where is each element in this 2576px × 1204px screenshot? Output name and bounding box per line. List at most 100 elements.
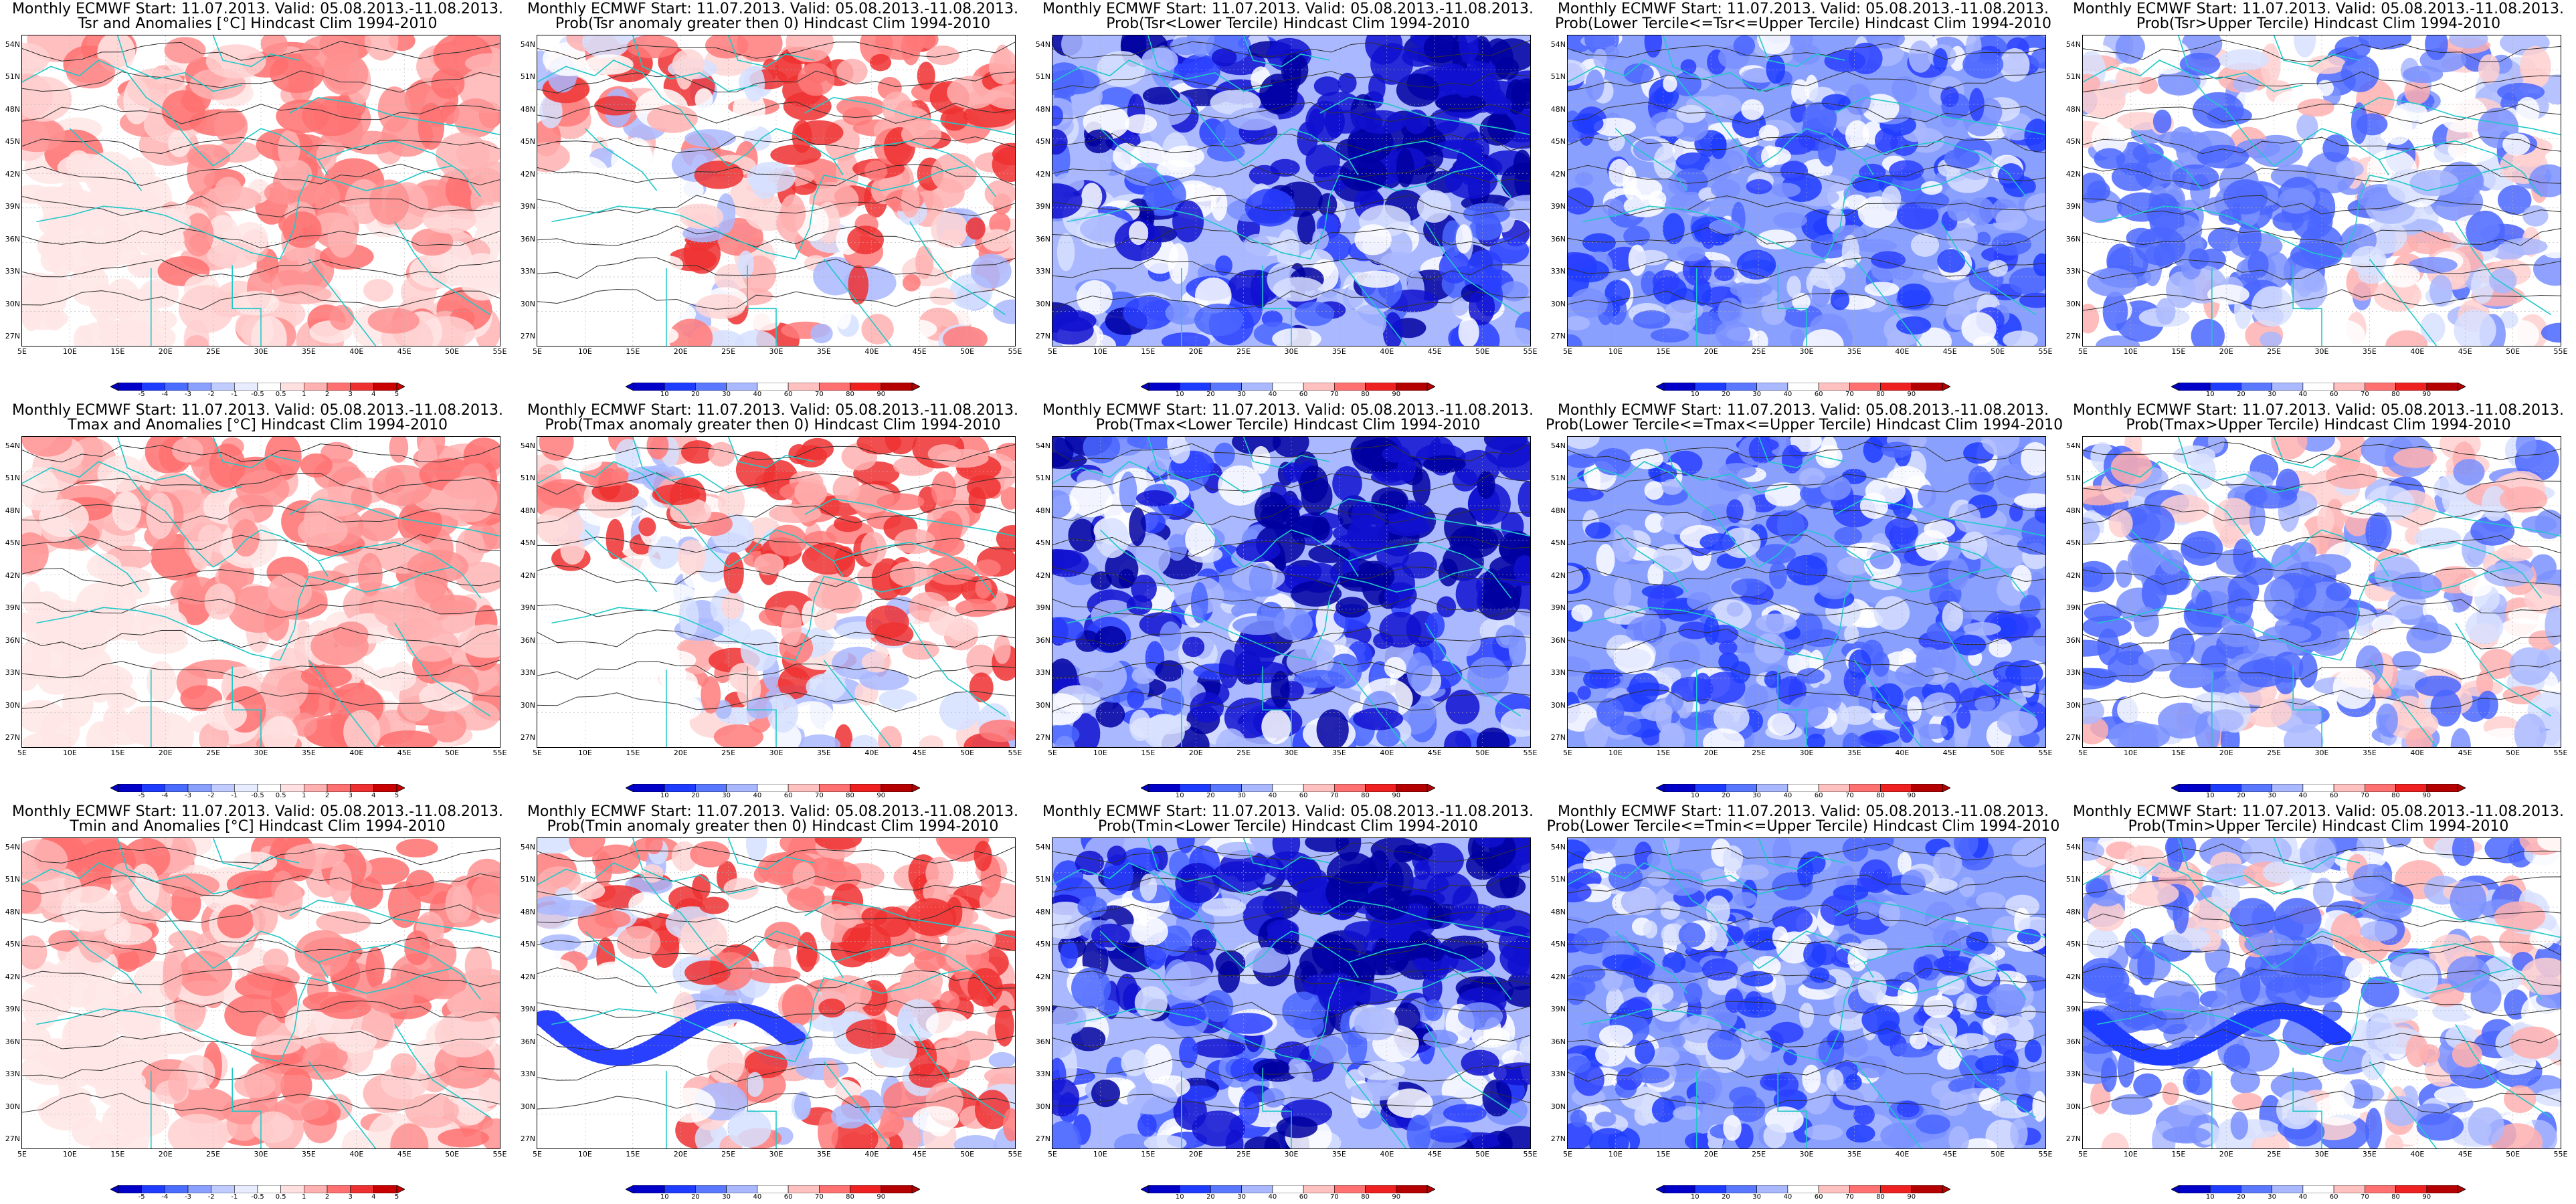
panel-title-line2: Prob(Lower Tercile<=Tmin<=Upper Tercile)… xyxy=(1546,818,2060,835)
map-area xyxy=(537,436,1016,748)
colorbar-min-arrow xyxy=(626,1185,634,1193)
colorbar-tick-label: 70 xyxy=(1845,792,1854,799)
map-area xyxy=(2082,35,2561,346)
colorbar-tick-label: 20 xyxy=(2237,792,2245,799)
colorbar-tick-label: 30 xyxy=(2268,391,2277,398)
lat-tick-label: 48N xyxy=(1550,104,1566,114)
colorbar-tick-label: -2 xyxy=(207,1193,215,1201)
colorbar-min-arrow xyxy=(1141,1185,1149,1193)
lon-tick-label: 40E xyxy=(1380,347,1394,356)
map-field xyxy=(22,838,500,1148)
lon-tick-label: 45E xyxy=(397,748,411,757)
lat-tick-label: 51N xyxy=(1035,875,1050,884)
lon-tick-label: 10E xyxy=(1093,748,1107,757)
colorbar-segment xyxy=(165,383,189,391)
colorbar-tick-label: 30 xyxy=(1237,391,1247,398)
panel-title-line2: Prob(Tsr>Upper Tercile) Hindcast Clim 19… xyxy=(2136,15,2501,32)
panel-title-line2: Prob(Tmax<Lower Tercile) Hindcast Clim 1… xyxy=(1095,417,1481,433)
lat-tick-label: 51N xyxy=(1035,474,1050,483)
lat-tick-label: 42N xyxy=(1035,169,1050,179)
colorbar-tick-label: 1 xyxy=(302,792,306,799)
lat-tick-label: 39N xyxy=(1550,1005,1566,1014)
lon-tick-label: 40E xyxy=(864,347,879,356)
lon-tick-label: 5E xyxy=(1563,748,1572,757)
colorbar-segment xyxy=(1210,1185,1242,1193)
colorbar-segment xyxy=(2395,383,2427,391)
lon-tick-label: 55E xyxy=(1008,1150,1022,1159)
lat-tick-label: 27N xyxy=(5,1134,20,1143)
lon-tick-label: 55E xyxy=(2038,748,2053,757)
colorbar-tick-label: 10 xyxy=(660,1193,669,1201)
colorbar-segment xyxy=(2426,383,2458,391)
lat-tick-label: 45N xyxy=(5,137,20,146)
lon-tick-label: 35E xyxy=(816,347,831,356)
lat-tick-label: 30N xyxy=(1035,700,1050,710)
colorbar-min-arrow xyxy=(110,383,119,391)
lat-tick-label: 54N xyxy=(2065,40,2081,49)
lon-tick-label: 15E xyxy=(110,1150,125,1159)
colorbar-tick-label: 40 xyxy=(753,1193,762,1201)
lat-tick-label: 30N xyxy=(1035,299,1050,308)
colorbar-max-arrow xyxy=(396,383,405,391)
colorbar-segment xyxy=(1818,383,1850,391)
colorbar: 10 20 30 40 60 70 80 90 xyxy=(626,1185,920,1201)
lat-tick-label: 42N xyxy=(520,972,535,981)
colorbar-max-arrow xyxy=(1427,784,1435,792)
colorbar-segment xyxy=(1663,383,1695,391)
colorbar-segment xyxy=(818,784,850,792)
lon-tick-label: 5E xyxy=(17,1150,27,1159)
lat-tick-label: 42N xyxy=(520,571,535,580)
map-field xyxy=(2083,838,2561,1148)
colorbar-segment xyxy=(633,784,665,792)
lon-tick-label: 40E xyxy=(1380,1150,1394,1159)
lat-tick-label: 27N xyxy=(2065,332,2081,340)
lon-tick-label: 20E xyxy=(1704,347,1718,356)
lat-tick-label: 33N xyxy=(1035,668,1050,678)
colorbar-segment xyxy=(2179,784,2211,792)
colorbar-segment xyxy=(1818,1185,1850,1193)
lat-tick-label: 48N xyxy=(520,907,535,916)
lon-tick-label: 25E xyxy=(206,347,221,356)
lat-tick-label: 36N xyxy=(1035,1037,1050,1046)
colorbar-segment xyxy=(1179,1185,1211,1193)
colorbar-tick-label: 4 xyxy=(371,792,376,799)
colorbar-tick-label: 1 xyxy=(302,391,306,398)
lat-tick-label: 27N xyxy=(1035,332,1050,340)
lat-tick-label: 33N xyxy=(520,668,535,678)
lon-tick-label: 25E xyxy=(1236,347,1251,356)
colorbar-tick-label: 20 xyxy=(1722,391,1730,398)
colorbar-segment xyxy=(2395,1185,2427,1193)
lat-tick-label: 48N xyxy=(5,104,20,114)
lat-tick-label: 42N xyxy=(2065,972,2081,981)
colorbar-segment xyxy=(257,383,282,391)
colorbar-tick-label: 90 xyxy=(1392,1193,1401,1201)
colorbar-segment xyxy=(118,784,143,792)
colorbar-tick-label: -5 xyxy=(138,1193,145,1201)
lon-tick-label: 20E xyxy=(673,1150,688,1159)
lat-tick-label: 51N xyxy=(520,72,535,82)
lat-tick-label: 39N xyxy=(2065,603,2081,613)
lon-tick-label: 5E xyxy=(2078,347,2088,356)
colorbar-segment xyxy=(881,1185,913,1193)
lat-tick-label: 33N xyxy=(1035,267,1050,276)
lon-tick-label: 10E xyxy=(577,748,592,757)
colorbar-tick-label: 4 xyxy=(371,391,376,398)
lon-tick-label: 5E xyxy=(1048,1150,1057,1159)
colorbar-segment xyxy=(1241,1185,1273,1193)
lat-tick-label: 30N xyxy=(520,299,535,308)
colorbar-tick-label: 90 xyxy=(877,391,886,398)
colorbar-segment xyxy=(141,784,165,792)
colorbar-tick-label: 40 xyxy=(2298,391,2308,398)
lon-tick-label: 10E xyxy=(62,748,77,757)
lon-tick-label: 30E xyxy=(769,748,784,757)
colorbar-segment xyxy=(1272,1185,1304,1193)
lon-tick-label: 5E xyxy=(1048,347,1057,356)
colorbar-min-arrow xyxy=(1141,383,1149,391)
colorbar-tick-label: 90 xyxy=(2422,792,2431,799)
map-area xyxy=(2082,436,2561,748)
colorbar-tick-label: 20 xyxy=(1206,391,1215,398)
lat-tick-label: 45N xyxy=(520,940,535,949)
lat-tick-label: 33N xyxy=(1550,267,1566,276)
colorbar-tick-label: 70 xyxy=(814,1193,824,1201)
colorbar-tick-label: 40 xyxy=(1783,1193,1792,1201)
